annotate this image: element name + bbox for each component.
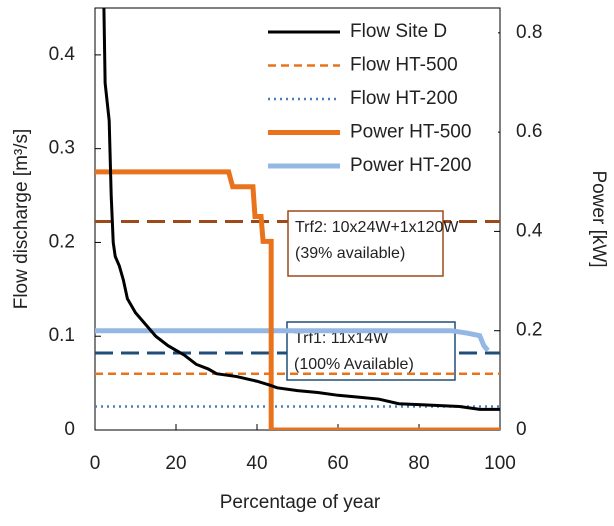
x-tick-label: 60 (327, 453, 348, 474)
legend-label: Flow HT-500 (350, 55, 458, 76)
annotation-text: Trf2: 10x24W+1x120W (295, 219, 459, 236)
y-tick-label: 0 (64, 419, 75, 440)
legend-label: Flow HT-200 (350, 88, 458, 109)
y2-tick-label: 0 (516, 419, 527, 440)
x-tick-label: 100 (484, 453, 516, 474)
series-line (102, 8, 500, 411)
y2-tick-label: 0.8 (516, 22, 542, 43)
annotation-text: Trf1: 11x14W (294, 330, 389, 347)
legend-label: Flow Site D (350, 21, 447, 42)
x-tick-label: 0 (90, 453, 101, 474)
x-tick-label: 80 (408, 453, 429, 474)
y2-tick-label: 0.6 (516, 121, 542, 142)
y-tick-label: 0.2 (49, 231, 75, 252)
annotation-text: (39% available) (295, 245, 405, 262)
y-axis-title: Flow discharge [m³/s] (11, 129, 32, 310)
y2-axis-title: Power [kW] (588, 170, 609, 267)
y2-tick-label: 0.2 (516, 320, 542, 341)
x-tick-label: 40 (246, 453, 267, 474)
y2-tick-label: 0.4 (516, 220, 543, 241)
series-line (95, 328, 490, 353)
y-tick-label: 0.4 (49, 44, 76, 65)
annotation-text: (100% Available) (294, 356, 414, 373)
x-tick-label: 20 (165, 453, 186, 474)
x-axis-title: Percentage of year (220, 492, 381, 513)
y-tick-label: 0.1 (49, 325, 75, 346)
legend-label: Power HT-500 (350, 122, 471, 143)
series-line (95, 169, 500, 430)
legend-label: Power HT-200 (350, 155, 471, 176)
annotation-box (287, 210, 444, 277)
legend-bg (262, 12, 498, 184)
y-tick-label: 0.3 (49, 138, 75, 159)
